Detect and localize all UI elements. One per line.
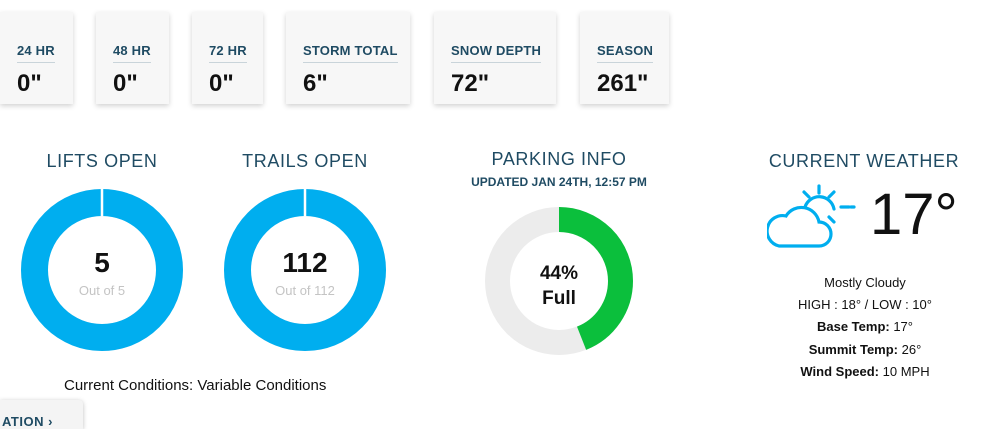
weather-summit-temp: Summit Temp: 26° (760, 342, 970, 357)
stat-card-72hr: 72 HR 0" (192, 12, 263, 104)
stat-label: SEASON (597, 43, 654, 63)
trails-out-of: Out of 112 (275, 283, 335, 298)
lifts-donut (21, 189, 183, 351)
partly-cloudy-icon (767, 184, 856, 248)
stat-value: 0" (209, 70, 234, 97)
stat-value: 0" (17, 70, 42, 97)
trails-donut (224, 189, 386, 351)
weather-base-temp: Base Temp: 17° (760, 319, 970, 334)
summit-temp-value: 26° (898, 342, 922, 357)
stat-value: 261" (597, 70, 649, 97)
base-temp-label: Base Temp: (816, 319, 890, 334)
stat-card-storm-total: STORM TOTAL 6" (286, 12, 410, 104)
stat-label: SNOW DEPTH (451, 43, 542, 63)
parking-updated-time: UPDATED JAN 24TH, 12:57 PM (471, 175, 647, 189)
stat-card-season: SEASON 261" (580, 12, 669, 104)
parking-title: PARKING INFO (491, 149, 627, 169)
wind-speed-value: 10 MPH (879, 364, 930, 379)
weather-summary: Mostly Cloudy (824, 275, 906, 290)
weather-title: CURRENT WEATHER (768, 151, 960, 171)
stat-card-snow-depth: SNOW DEPTH 72" (434, 12, 556, 104)
parking-center: 44% Full (509, 261, 609, 311)
trails-open-count: 112 (282, 247, 328, 278)
base-temp-value: 17° (889, 319, 913, 334)
lifts-center: 5 Out of 5 (42, 247, 162, 299)
parking-percent: 44% (539, 263, 579, 284)
stat-card-24hr: 24 HR 0" (0, 12, 73, 104)
navigation-tab[interactable]: ATION › (0, 400, 83, 429)
parking-status: Full (542, 288, 576, 309)
weather-temperature: 17° (870, 182, 958, 247)
stat-value: 6" (303, 70, 328, 97)
parking-donut-fill (485, 207, 633, 355)
trails-title: TRAILS OPEN (242, 151, 368, 171)
lifts-title: LIFTS OPEN (46, 151, 158, 171)
stat-label: 72 HR (209, 43, 247, 63)
weather-high-low: HIGH : 18° / LOW : 10° (798, 297, 932, 312)
stat-card-48hr: 48 HR 0" (96, 12, 169, 104)
trails-center: 112 Out of 112 (245, 247, 365, 299)
lifts-open-count: 5 (94, 247, 110, 278)
lifts-out-of: Out of 5 (78, 283, 126, 298)
stat-value: 0" (113, 70, 138, 97)
stat-label: 24 HR (17, 43, 55, 63)
parking-donut (485, 207, 633, 355)
wind-speed-label: Wind Speed: (800, 364, 880, 379)
stat-value: 72" (451, 70, 490, 97)
weather-wind-speed: Wind Speed: 10 MPH (760, 364, 970, 379)
current-conditions: Current Conditions: Variable Conditions (64, 377, 327, 394)
stat-label: STORM TOTAL (303, 43, 398, 63)
summit-temp-label: Summit Temp: (808, 342, 899, 357)
navigation-tab-label[interactable]: ATION › (2, 414, 53, 429)
stat-label: 48 HR (113, 43, 151, 63)
